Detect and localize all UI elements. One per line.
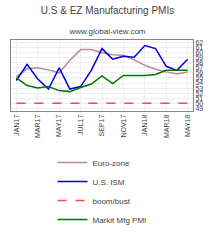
svg-text:SEP17: SEP17 bbox=[98, 115, 105, 137]
svg-text:60: 60 bbox=[195, 49, 203, 56]
svg-text:boom/bust: boom/bust bbox=[93, 197, 131, 206]
svg-text:JAN17: JAN17 bbox=[13, 115, 20, 136]
svg-text:52: 52 bbox=[195, 90, 203, 97]
svg-text:NOV17: NOV17 bbox=[120, 115, 127, 138]
svg-text:61: 61 bbox=[195, 44, 203, 51]
svg-text:59: 59 bbox=[195, 54, 203, 61]
svg-text:51: 51 bbox=[195, 95, 203, 102]
svg-text:U.S & EZ Manufacturing PMIs: U.S & EZ Manufacturing PMIs bbox=[41, 5, 174, 16]
svg-text:Euro-zone: Euro-zone bbox=[93, 159, 130, 168]
svg-text:MAY18: MAY18 bbox=[184, 115, 191, 138]
svg-text:54: 54 bbox=[195, 79, 203, 86]
svg-text:55: 55 bbox=[195, 74, 203, 81]
svg-text:JAN18: JAN18 bbox=[141, 115, 148, 136]
svg-text:58: 58 bbox=[195, 59, 203, 66]
svg-text:MAY17: MAY17 bbox=[55, 115, 62, 138]
svg-text:53: 53 bbox=[195, 85, 203, 92]
svg-text:Markit Mfg PMI: Markit Mfg PMI bbox=[93, 216, 147, 225]
svg-text:62: 62 bbox=[195, 39, 203, 46]
svg-text:56: 56 bbox=[195, 69, 203, 76]
svg-text:57: 57 bbox=[195, 64, 203, 71]
svg-text:JUL17: JUL17 bbox=[77, 115, 84, 135]
svg-text:MAR17: MAR17 bbox=[34, 115, 41, 138]
svg-text:www.global-view.com: www.global-view.com bbox=[68, 27, 145, 36]
svg-text:49: 49 bbox=[195, 105, 203, 112]
svg-text:U.S. ISM: U.S. ISM bbox=[93, 178, 125, 187]
svg-text:MAR18: MAR18 bbox=[163, 115, 170, 138]
svg-text:50: 50 bbox=[195, 100, 203, 107]
